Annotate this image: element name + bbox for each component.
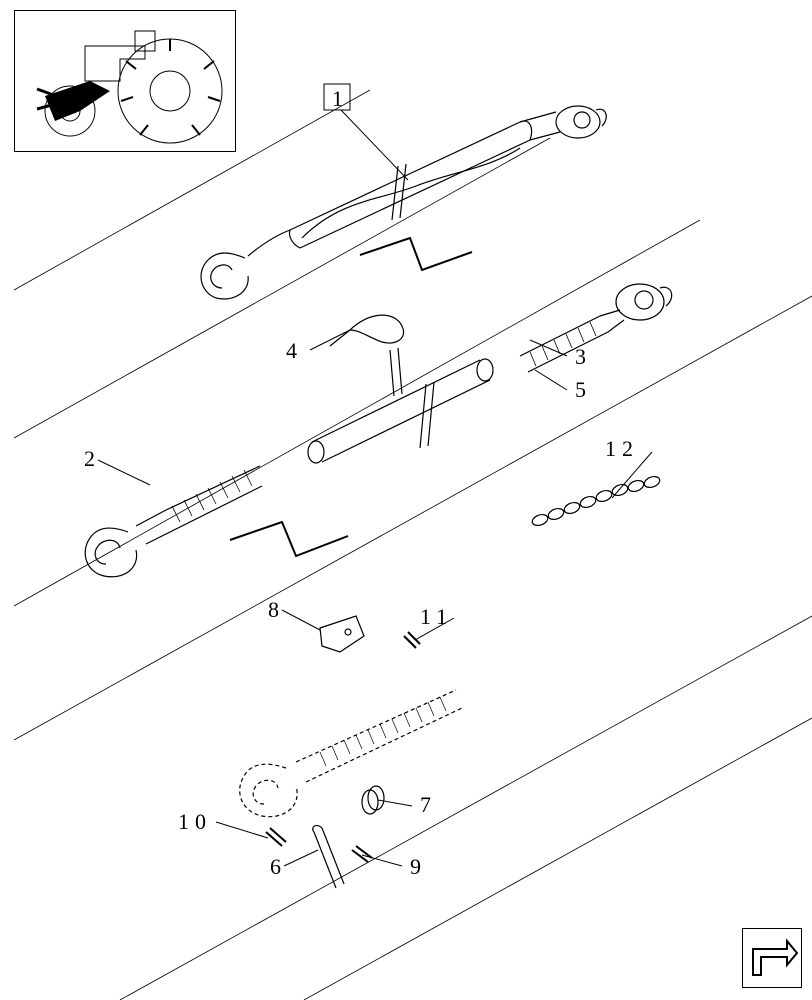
callout-4: 4: [286, 340, 297, 362]
callout-3: 3: [575, 346, 586, 368]
parts-diagram-page: 1 4 3 5 2 12 8 11 10 7 6 9: [0, 0, 812, 1000]
callout-9: 9: [410, 856, 421, 878]
callout-7: 7: [420, 794, 431, 816]
callout-5: 5: [575, 379, 586, 401]
callout-2: 2: [84, 448, 95, 470]
exploded-view-drawing: [0, 0, 812, 1000]
callout-11: 11: [420, 606, 453, 628]
callout-6: 6: [270, 856, 281, 878]
callout-12: 12: [605, 438, 639, 460]
callout-1: 1: [332, 88, 343, 110]
callout-8: 8: [268, 599, 279, 621]
callout-10: 10: [178, 811, 212, 833]
